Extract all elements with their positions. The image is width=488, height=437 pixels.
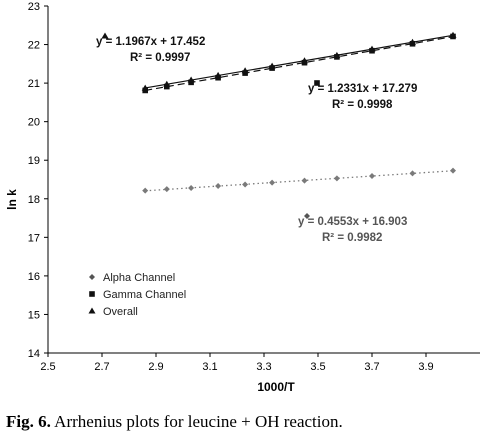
data-point-overall	[141, 84, 149, 91]
annotation-marker-icon	[304, 213, 310, 219]
trend-r2: R² = 0.9998	[332, 99, 393, 111]
data-point-alpha-channel	[269, 179, 276, 186]
x-tick-label: 3.7	[364, 361, 379, 373]
trend-equation: y = 1.1967x + 17.452	[96, 36, 205, 48]
x-tick-label: 3.3	[256, 361, 271, 373]
data-point-alpha-channel	[215, 183, 222, 190]
data-point-alpha-channel	[333, 175, 340, 182]
y-tick-label: 18	[28, 194, 40, 206]
arrhenius-chart: 14 15 16 17 18 19 20 21 22 23 2.5 2.7 2.9 3.1 3.3 3.5 3.…	[5, 1, 480, 394]
data-point-alpha-channel	[188, 184, 195, 191]
data-point-alpha-channel	[242, 181, 249, 188]
data-point-overall	[409, 38, 416, 45]
legend-marker-triangle-icon	[88, 307, 96, 314]
data-point-overall	[241, 67, 249, 74]
trend-equation: y = 0.4553x + 16.903	[298, 216, 407, 228]
y-tick-label: 19	[28, 155, 40, 167]
y-tick-label: 14	[28, 348, 40, 360]
trendline-triangle	[145, 34, 454, 89]
data-point-alpha-channel	[369, 173, 375, 180]
legend-marker-square-icon	[89, 291, 95, 297]
figure-caption: Fig. 6. Arrhenius plots for leucine + OH…	[6, 412, 482, 432]
x-tick-label: 2.7	[94, 361, 109, 373]
trend-r2: R² = 0.9982	[322, 232, 382, 244]
data-point-overall	[163, 80, 171, 87]
y-tick-label: 23	[28, 1, 40, 13]
y-tick-label: 20	[28, 117, 40, 129]
y-tick-label: 15	[28, 309, 40, 321]
data-point-alpha-channel	[142, 187, 149, 194]
y-tick-label: 17	[28, 232, 40, 244]
y-tick-label: 21	[28, 78, 40, 90]
data-point-alpha-channel	[409, 170, 416, 177]
y-axis-label: ln k	[5, 189, 19, 210]
data-point-overall	[268, 62, 276, 69]
trendline-diamond	[145, 170, 454, 192]
annotation-marker-icon	[314, 80, 320, 86]
data-point-overall	[333, 51, 341, 58]
y-tick-label: 22	[28, 40, 40, 52]
caption-label: Fig. 6.	[6, 412, 51, 431]
caption-text: Arrhenius plots for leucine + OH reactio…	[50, 412, 343, 431]
x-tick-label: 2.5	[40, 361, 55, 373]
data-point-overall	[187, 76, 195, 83]
legend-label: Alpha Channel	[103, 272, 175, 284]
data-point-overall	[449, 31, 457, 38]
data-point-alpha-channel	[163, 186, 170, 193]
annotation-marker-icon	[101, 32, 109, 39]
y-tick-label: 16	[28, 271, 40, 283]
legend-marker-diamond-icon	[89, 274, 95, 280]
x-tick-label: 3.1	[202, 361, 217, 373]
x-axis-label: 1000/T	[257, 380, 295, 394]
x-tick-label: 3.9	[418, 361, 433, 373]
legend-label: Gamma Channel	[103, 289, 186, 301]
data-point-overall	[368, 45, 376, 52]
data-point-alpha-channel	[450, 167, 456, 174]
trend-r2: R² = 0.9997	[130, 52, 190, 64]
data-point-overall	[301, 57, 308, 64]
x-tick-label: 3.5	[310, 361, 325, 373]
trendline-square	[145, 35, 454, 92]
trend-equation: y = 1.2331x + 17.279	[308, 83, 417, 95]
legend-label: Overall	[103, 306, 138, 318]
data-point-overall	[214, 71, 222, 78]
data-point-alpha-channel	[301, 177, 308, 184]
x-tick-label: 2.9	[148, 361, 163, 373]
